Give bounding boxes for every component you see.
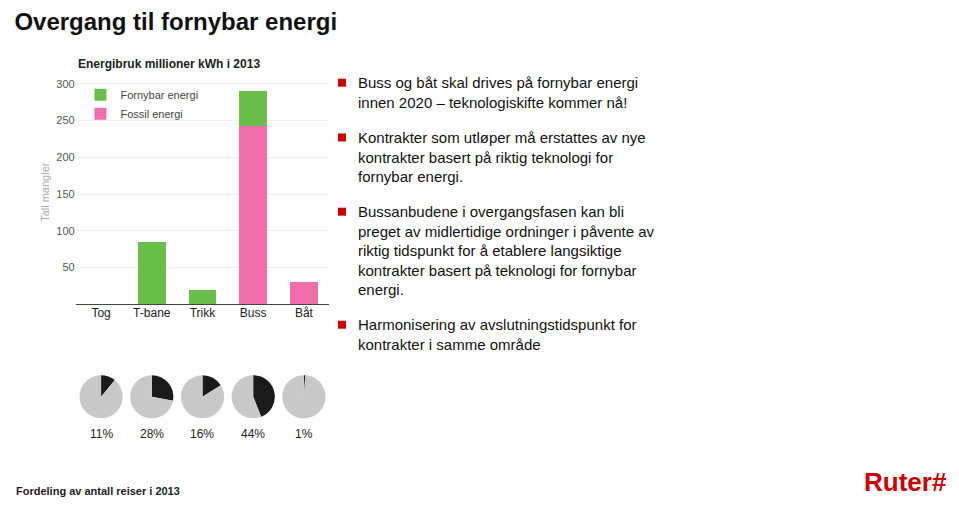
svg-text:Fornybar energi: Fornybar energi bbox=[120, 89, 198, 101]
svg-text:Båt: Båt bbox=[295, 306, 314, 320]
svg-text:44%: 44% bbox=[241, 427, 265, 441]
svg-text:Fossil energi: Fossil energi bbox=[120, 108, 182, 120]
svg-text:1%: 1% bbox=[295, 427, 313, 441]
svg-text:Buss: Buss bbox=[240, 306, 267, 320]
svg-text:300: 300 bbox=[56, 78, 74, 90]
svg-text:Harmonisering av avslutningsti: Harmonisering av avslutningstidspunkt fo… bbox=[358, 316, 636, 353]
svg-text:50: 50 bbox=[62, 261, 74, 273]
svg-text:16%: 16% bbox=[190, 427, 214, 441]
svg-text:Fordeling av antall reiser i 2: Fordeling av antall reiser i 2013 bbox=[16, 485, 180, 497]
svg-text:250: 250 bbox=[56, 114, 74, 126]
svg-text:Tog: Tog bbox=[91, 306, 110, 320]
svg-text:Kontrakter som utløper må erst: Kontrakter som utløper må erstattes av n… bbox=[358, 129, 646, 185]
svg-text:Overgang til fornybar energi: Overgang til fornybar energi bbox=[14, 8, 337, 35]
svg-text:T-bane: T-bane bbox=[133, 306, 171, 320]
svg-text:Energibruk millioner kWh i 201: Energibruk millioner kWh i 2013 bbox=[78, 57, 260, 71]
svg-text:Trikk: Trikk bbox=[190, 306, 217, 320]
svg-text:Ruter#: Ruter# bbox=[864, 467, 947, 497]
svg-text:28%: 28% bbox=[140, 427, 164, 441]
svg-text:Bussanbudene i overgangsfasen: Bussanbudene i overgangsfasen kan blipre… bbox=[358, 203, 655, 298]
svg-text:11%: 11% bbox=[90, 427, 113, 441]
svg-text:Buss og båt skal drives på for: Buss og båt skal drives på fornybar ener… bbox=[358, 74, 638, 111]
svg-text:100: 100 bbox=[56, 225, 74, 237]
svg-text:200: 200 bbox=[56, 151, 74, 163]
svg-text:150: 150 bbox=[56, 188, 74, 200]
svg-text:Tall mangler: Tall mangler bbox=[39, 162, 51, 222]
